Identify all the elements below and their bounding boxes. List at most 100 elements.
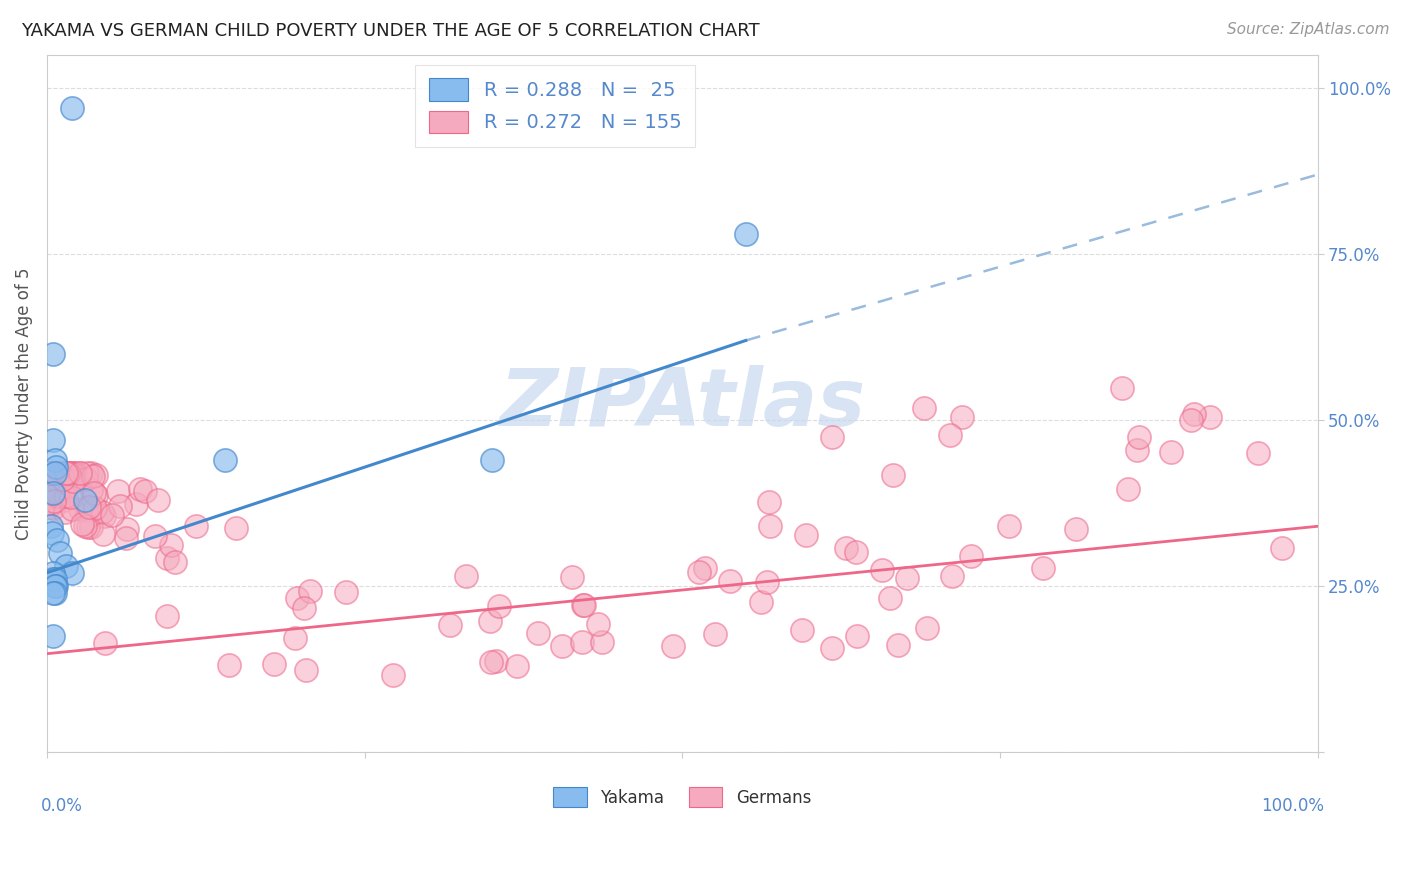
- Point: [39, 496, 62, 510]
- Point: [588, 616, 610, 631]
- Point: [45, 459, 67, 474]
- Point: [792, 624, 814, 638]
- Point: [693, 561, 716, 575]
- Point: [49, 469, 72, 483]
- Point: [45, 489, 67, 503]
- Point: [45, 474, 67, 488]
- Point: [39, 519, 62, 533]
- Point: [108, 500, 131, 514]
- Point: [39, 468, 62, 483]
- Point: [45, 579, 67, 593]
- Point: [129, 483, 152, 497]
- Point: [62, 474, 84, 488]
- Point: [60, 474, 83, 488]
- Point: [45, 485, 67, 500]
- Point: [561, 570, 583, 584]
- Point: [749, 595, 772, 609]
- Point: [60, 101, 83, 115]
- Point: [44, 579, 66, 593]
- Point: [48, 466, 70, 480]
- Point: [69, 466, 91, 480]
- Point: [39, 466, 62, 480]
- Point: [46, 533, 69, 547]
- Point: [41, 466, 63, 480]
- Point: [796, 528, 818, 542]
- Point: [44, 585, 66, 599]
- Point: [214, 453, 236, 467]
- Point: [42, 585, 65, 599]
- Point: [48, 489, 70, 503]
- Point: [86, 467, 108, 482]
- Text: Source: ZipAtlas.com: Source: ZipAtlas.com: [1226, 22, 1389, 37]
- Point: [591, 635, 613, 649]
- Point: [218, 658, 240, 673]
- Point: [82, 468, 104, 483]
- Text: 0.0%: 0.0%: [41, 797, 83, 815]
- Point: [846, 629, 869, 643]
- Point: [60, 566, 83, 580]
- Point: [439, 618, 461, 632]
- Point: [75, 519, 97, 533]
- Point: [83, 486, 105, 500]
- Point: [55, 466, 77, 480]
- Point: [1064, 522, 1087, 536]
- Point: [60, 466, 83, 480]
- Point: [51, 489, 73, 503]
- Legend: Yakama, Germans: Yakama, Germans: [547, 780, 818, 814]
- Point: [734, 227, 756, 242]
- Point: [37, 474, 59, 488]
- Point: [758, 495, 780, 509]
- Point: [53, 505, 76, 519]
- Point: [287, 591, 309, 605]
- Point: [58, 466, 80, 480]
- Point: [55, 480, 77, 494]
- Point: [755, 574, 778, 589]
- Point: [960, 549, 983, 564]
- Point: [69, 502, 91, 516]
- Point: [704, 627, 727, 641]
- Point: [571, 635, 593, 649]
- Point: [159, 538, 181, 552]
- Point: [42, 500, 65, 515]
- Point: [134, 483, 156, 498]
- Point: [84, 488, 107, 502]
- Point: [75, 502, 97, 516]
- Point: [46, 466, 69, 480]
- Point: [79, 483, 101, 497]
- Point: [1125, 442, 1147, 457]
- Point: [292, 601, 315, 615]
- Point: [39, 466, 62, 480]
- Point: [1247, 446, 1270, 460]
- Point: [42, 629, 65, 643]
- Point: [77, 500, 100, 514]
- Point: [60, 466, 83, 480]
- Point: [1111, 381, 1133, 395]
- Point: [42, 566, 65, 580]
- Point: [46, 491, 69, 506]
- Point: [73, 492, 96, 507]
- Point: [1199, 410, 1222, 425]
- Point: [52, 471, 75, 485]
- Point: [941, 568, 963, 582]
- Point: [60, 501, 83, 516]
- Point: [55, 466, 77, 480]
- Point: [56, 466, 79, 480]
- Point: [42, 347, 65, 361]
- Point: [42, 485, 65, 500]
- Point: [42, 433, 65, 447]
- Point: [1182, 407, 1205, 421]
- Point: [572, 599, 595, 613]
- Point: [55, 559, 77, 574]
- Point: [69, 466, 91, 480]
- Point: [1271, 541, 1294, 555]
- Point: [41, 489, 63, 503]
- Point: [912, 401, 935, 415]
- Point: [720, 574, 742, 588]
- Point: [143, 529, 166, 543]
- Point: [551, 639, 574, 653]
- Point: [454, 569, 477, 583]
- Point: [382, 668, 405, 682]
- Point: [759, 519, 782, 533]
- Point: [998, 519, 1021, 533]
- Point: [45, 466, 67, 480]
